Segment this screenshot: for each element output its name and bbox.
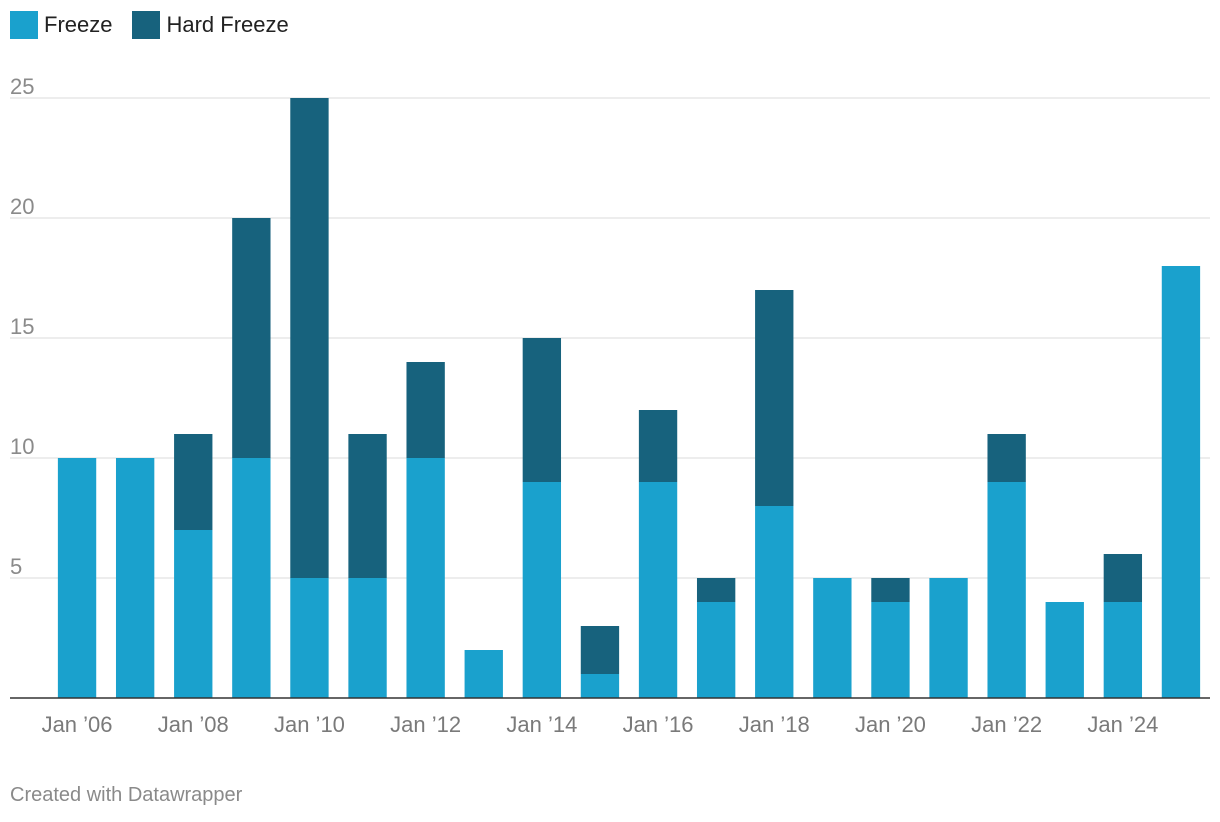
x-tick-label-2018: Jan ’18 xyxy=(739,712,810,737)
bar-freeze-2011 xyxy=(348,578,387,698)
bar-hard-freeze-2016 xyxy=(638,410,678,482)
legend-item-freeze: Freeze xyxy=(10,11,112,39)
bar-freeze-2015 xyxy=(580,674,620,698)
bar-freeze-2007 xyxy=(115,458,155,698)
bar-freeze-2008 xyxy=(174,530,213,698)
bar-freeze-2024 xyxy=(1103,602,1143,698)
legend-item-hard-freeze: Hard Freeze xyxy=(132,11,289,39)
legend-label-freeze: Freeze xyxy=(44,12,113,37)
legend-swatch-hard-freeze xyxy=(132,11,161,39)
bar-freeze-2022 xyxy=(987,482,1026,698)
bar-hard-freeze-2018 xyxy=(755,290,794,506)
bar-freeze-2010 xyxy=(290,578,329,698)
bar-hard-freeze-2009 xyxy=(232,218,271,458)
y-tick-label-15: 15 xyxy=(10,314,34,339)
bar-hard-freeze-2008 xyxy=(174,434,213,530)
bar-hard-freeze-2011 xyxy=(348,434,387,578)
chart-legend: Freeze Hard Freeze xyxy=(10,11,289,39)
bar-freeze-2023 xyxy=(1045,602,1084,698)
legend-swatch-freeze xyxy=(10,11,38,39)
bar-hard-freeze-2024 xyxy=(1103,554,1143,602)
bar-hard-freeze-2010 xyxy=(290,98,329,578)
y-tick-label-10: 10 xyxy=(10,434,34,459)
bar-freeze-2016 xyxy=(638,482,678,698)
bar-freeze-2018 xyxy=(755,506,794,698)
legend-label-hard-freeze: Hard Freeze xyxy=(166,12,289,37)
bar-freeze-2009 xyxy=(232,458,271,698)
bar-hard-freeze-2015 xyxy=(580,626,620,674)
x-tick-label-2010: Jan ’10 xyxy=(274,712,345,737)
x-tick-label-2020: Jan ’20 xyxy=(855,712,926,737)
x-tick-label-2008: Jan ’08 xyxy=(158,712,229,737)
y-tick-label-5: 5 xyxy=(10,554,22,579)
x-tick-label-2016: Jan ’16 xyxy=(623,712,694,737)
x-tick-label-2014: Jan ’14 xyxy=(506,712,577,737)
bar-freeze-2013 xyxy=(464,650,503,698)
bar-freeze-2021 xyxy=(929,578,968,698)
bar-freeze-2014 xyxy=(522,482,562,698)
bar-hard-freeze-2017 xyxy=(696,578,736,602)
bar-freeze-2017 xyxy=(696,602,736,698)
x-tick-label-2006: Jan ’06 xyxy=(42,712,113,737)
x-tick-label-2012: Jan ’12 xyxy=(390,712,461,737)
x-tick-label-2024: Jan ’24 xyxy=(1087,712,1158,737)
footer-credit: Created with Datawrapper xyxy=(10,784,243,806)
bar-freeze-2020 xyxy=(871,602,910,698)
bar-hard-freeze-2012 xyxy=(406,362,445,458)
y-tick-label-20: 20 xyxy=(10,194,34,219)
bar-freeze-2012 xyxy=(406,458,445,698)
bar-hard-freeze-2020 xyxy=(871,578,910,602)
bar-freeze-2006 xyxy=(57,458,97,698)
bar-freeze-2019 xyxy=(813,578,852,698)
bar-hard-freeze-2022 xyxy=(987,434,1026,482)
bar-hard-freeze-2014 xyxy=(522,338,562,482)
x-tick-label-2022: Jan ’22 xyxy=(971,712,1042,737)
y-tick-label-25: 25 xyxy=(10,74,34,99)
bar-freeze-2025 xyxy=(1161,266,1201,698)
